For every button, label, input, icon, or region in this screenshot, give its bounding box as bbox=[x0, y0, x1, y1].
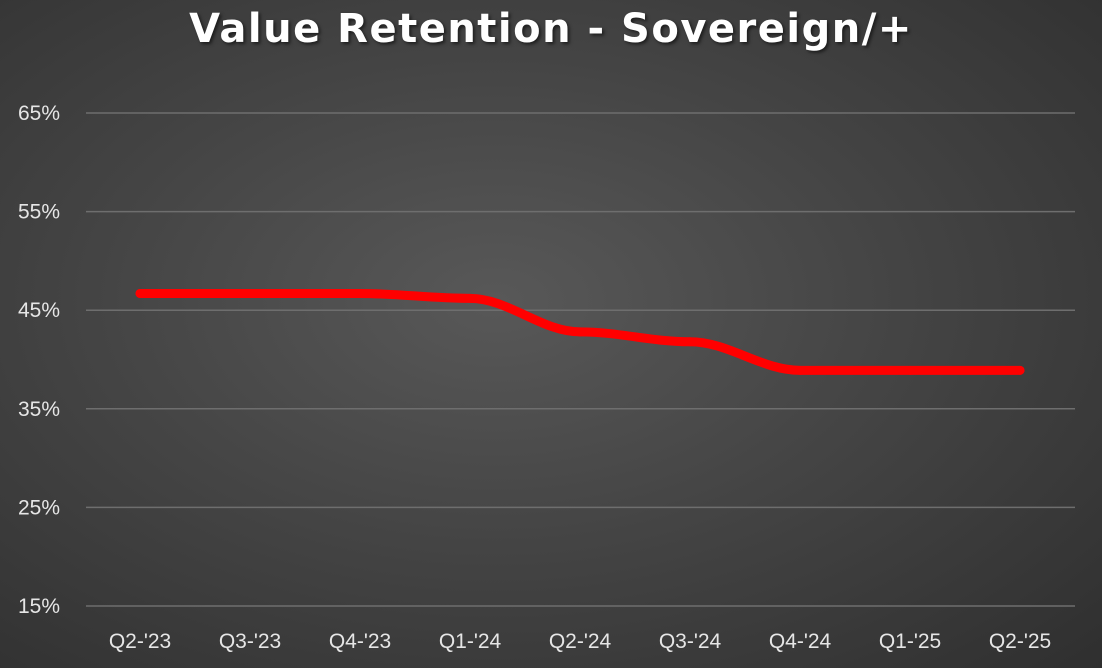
y-tick-label: 45% bbox=[18, 299, 60, 322]
x-axis-ticks: Q2-'23 Q3-'23 Q4-'23 Q1-'24 Q2-'24 Q3-'24 Q4-'… bbox=[109, 630, 1051, 653]
y-tick-label: 25% bbox=[18, 496, 60, 519]
x-tick-label: Q2-'25 bbox=[989, 630, 1051, 653]
x-tick-label: Q2-'23 bbox=[109, 630, 171, 653]
x-tick-label: Q1-'24 bbox=[439, 630, 502, 653]
data-point bbox=[575, 327, 585, 337]
series-group bbox=[135, 288, 1025, 375]
data-point bbox=[355, 288, 365, 298]
y-tick-label: 35% bbox=[18, 398, 60, 421]
gridlines bbox=[86, 112, 1075, 607]
chart-title: Value Retention - Sovereign/+ bbox=[189, 6, 913, 52]
data-point bbox=[795, 365, 805, 375]
x-tick-label: Q3-'24 bbox=[659, 630, 722, 653]
data-point bbox=[135, 288, 145, 298]
y-tick-label: 15% bbox=[18, 595, 60, 618]
data-point bbox=[685, 337, 695, 347]
y-tick-label: 65% bbox=[18, 102, 60, 125]
x-tick-label: Q1-'25 bbox=[879, 630, 941, 653]
y-tick-label: 55% bbox=[18, 201, 60, 224]
x-tick-label: Q2-'24 bbox=[549, 630, 612, 653]
x-tick-label: Q4-'23 bbox=[329, 630, 391, 653]
x-tick-label: Q3-'23 bbox=[219, 630, 281, 653]
x-tick-label: Q4-'24 bbox=[769, 630, 832, 653]
data-point bbox=[1015, 365, 1025, 375]
data-point bbox=[465, 293, 475, 303]
data-point bbox=[905, 365, 915, 375]
data-point bbox=[245, 288, 255, 298]
y-axis-ticks: 15% 25% 35% 45% 55% 65% bbox=[18, 102, 60, 618]
